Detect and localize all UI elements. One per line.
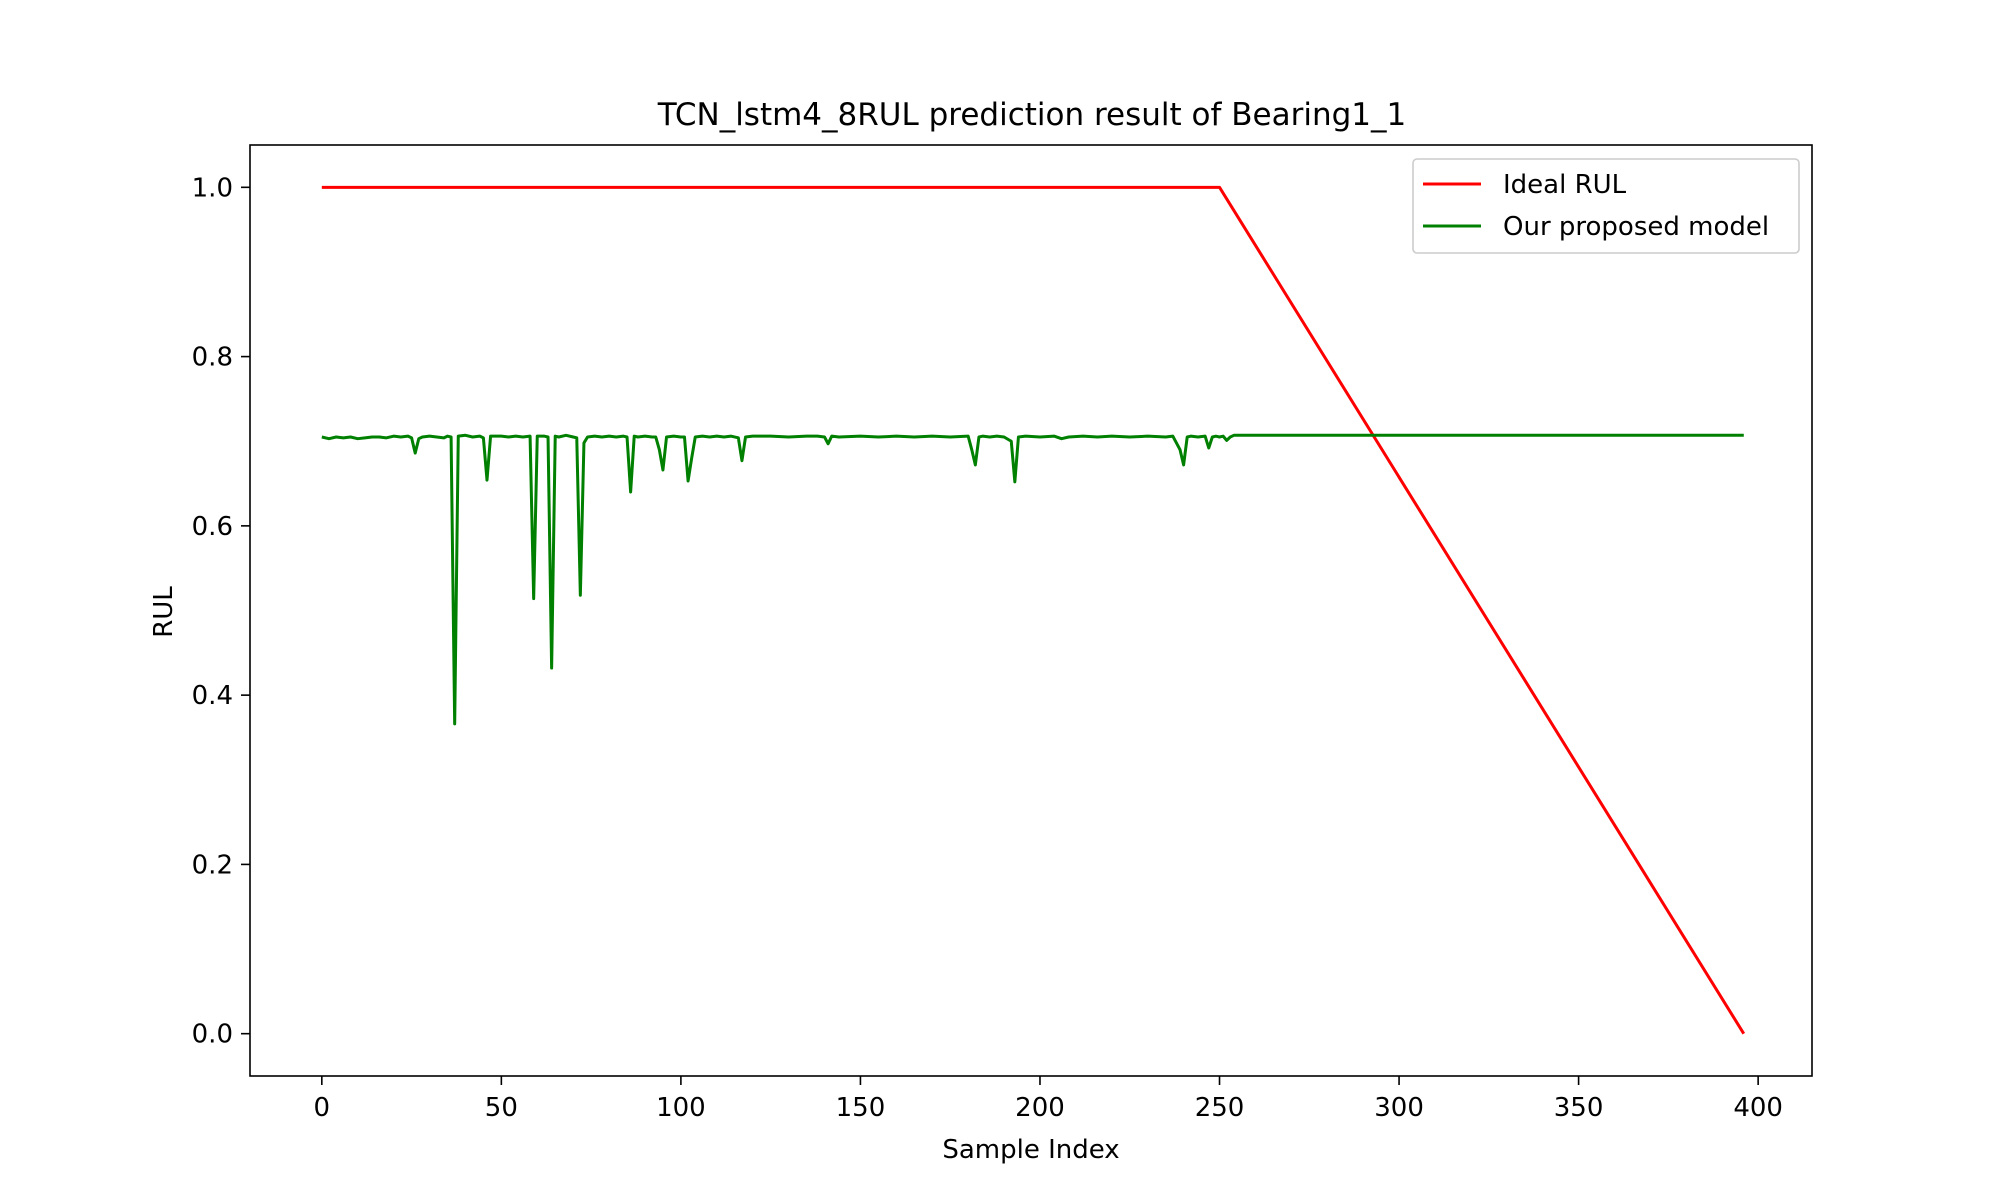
x-tick-label: 250 xyxy=(1195,1093,1245,1123)
chart-title: TCN_lstm4_8RUL prediction result of Bear… xyxy=(657,97,1407,133)
legend-box xyxy=(1412,158,1800,254)
x-tick-label: 100 xyxy=(656,1093,706,1123)
y-tick-label: 1.0 xyxy=(192,173,233,203)
x-axis-label: Sample Index xyxy=(942,1135,1119,1165)
series-line-1 xyxy=(321,433,1744,726)
x-tick-label: 300 xyxy=(1374,1093,1424,1123)
plot-frame xyxy=(249,144,1813,1077)
legend-label-0: Ideal RUL xyxy=(1503,170,1627,200)
y-tick-label: 0.4 xyxy=(192,681,233,711)
plot-area xyxy=(321,185,1746,1035)
x-tick-label: 150 xyxy=(836,1093,886,1123)
x-tick-label: 0 xyxy=(314,1093,331,1123)
series-line-0 xyxy=(321,185,1746,1035)
x-tick-label: 400 xyxy=(1733,1093,1783,1123)
y-tick-label: 0.8 xyxy=(192,343,233,373)
y-tick-label: 0.2 xyxy=(192,850,233,880)
y-axis-ticks: 0.0 0.2 0.4 0.6 0.8 1.0 xyxy=(192,173,250,1050)
y-tick-label: 0.0 xyxy=(192,1020,233,1050)
y-axis-label: RUL xyxy=(149,586,179,638)
y-tick-label: 0.6 xyxy=(192,512,233,542)
legend-label-1: Our proposed model xyxy=(1503,212,1769,242)
x-tick-label: 200 xyxy=(1015,1093,1065,1123)
x-axis-ticks: 0 50 100 150 200 250 300 350 400 xyxy=(314,1076,1783,1123)
x-tick-label: 350 xyxy=(1554,1093,1604,1123)
x-tick-label: 50 xyxy=(485,1093,518,1123)
legend: Ideal RUL Our proposed model xyxy=(1412,158,1800,254)
